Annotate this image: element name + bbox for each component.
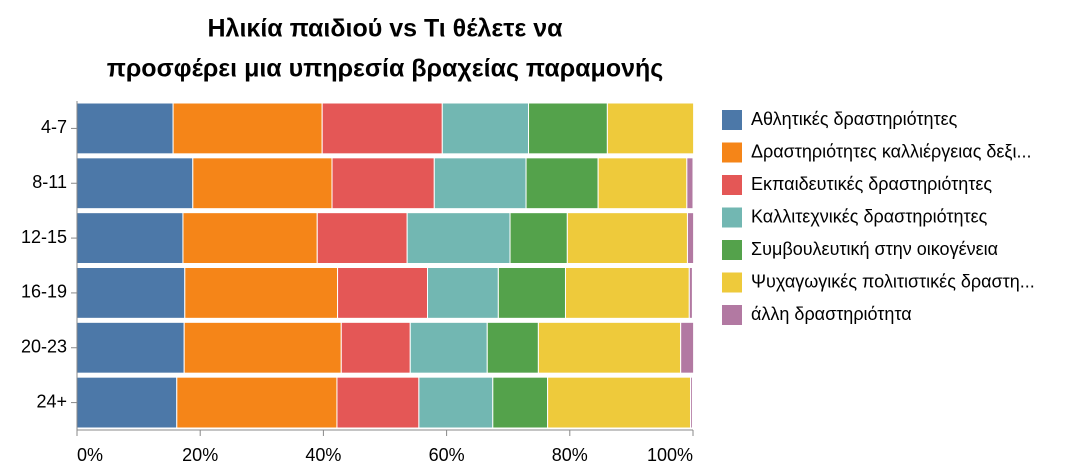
bar-segment xyxy=(418,376,494,429)
bar-segment xyxy=(427,267,499,319)
bar-segment xyxy=(409,321,488,374)
bar-segment xyxy=(486,321,539,374)
bar-segment xyxy=(76,321,185,374)
bar-segment xyxy=(686,212,695,265)
chart-title: Ηλικία παιδιού vs Τι θέλετε να xyxy=(207,15,563,43)
bar-segment xyxy=(492,376,549,429)
bar-segment xyxy=(686,157,694,210)
y-tick-label: 12-15 xyxy=(21,227,67,247)
bar-segment xyxy=(597,157,688,210)
legend-label: Συμβουλευτική στην οικογένεια xyxy=(751,239,998,259)
bar-segment xyxy=(76,102,174,155)
legend-swatch xyxy=(722,142,742,163)
bar-segment xyxy=(680,321,695,374)
bar-segment xyxy=(331,157,435,210)
bar-segment xyxy=(509,212,568,265)
bar-segment xyxy=(182,212,318,265)
legend-swatch xyxy=(722,207,742,228)
bar-segment xyxy=(441,102,530,155)
y-tick-label: 8-11 xyxy=(32,172,67,192)
bar-segment xyxy=(537,321,682,374)
bar-segment xyxy=(192,157,333,210)
bar-segment xyxy=(321,102,443,155)
x-tick-label: 100% xyxy=(647,445,693,465)
y-tick-label: 16-19 xyxy=(21,282,67,302)
legend-swatch xyxy=(722,110,742,130)
bar-segment xyxy=(76,157,194,210)
x-tick-label: 40% xyxy=(305,445,341,465)
bar-segment xyxy=(76,376,178,429)
legend-swatch xyxy=(722,305,742,325)
y-tick-label: 20-23 xyxy=(21,337,67,357)
bar-segment xyxy=(564,267,690,319)
legend-label: Εκπαιδευτικές δραστηριότητες xyxy=(751,174,992,194)
x-tick-label: 0% xyxy=(77,445,103,465)
x-tick-label: 80% xyxy=(552,445,588,465)
legend-swatch xyxy=(722,240,742,260)
y-tick-label: 24+ xyxy=(36,391,67,411)
legend-label: Καλλιτεχνικές δραστηριότητες xyxy=(751,206,988,226)
bar-segment xyxy=(547,376,692,429)
legend-label: Ψυχαγωγικές πολιτιστικές δραστη... xyxy=(751,271,1035,291)
legend-swatch xyxy=(722,272,742,293)
bar-segment xyxy=(176,376,338,429)
bar-segment xyxy=(172,102,323,155)
bar-segment xyxy=(528,102,608,155)
legend-label: άλλη δραστηριότητα xyxy=(751,304,912,324)
legend-swatch xyxy=(722,175,742,195)
bar-segment xyxy=(76,267,186,319)
bar-segment xyxy=(316,212,408,265)
bar-segment xyxy=(337,267,429,319)
legend-label: Δραστηριότητες καλλιέργειας δεξι... xyxy=(751,141,1032,161)
legend-label: Αθλητικές δραστηριότητες xyxy=(751,109,958,129)
bar-segment xyxy=(406,212,511,265)
bar-segment xyxy=(606,102,695,155)
bar-segment xyxy=(433,157,527,210)
bar-segment xyxy=(184,267,339,319)
bar-segment xyxy=(690,376,693,429)
bar-segment xyxy=(566,212,688,265)
bar-segment xyxy=(183,321,342,374)
bar-segment xyxy=(525,157,599,210)
bar-segment xyxy=(340,321,411,374)
x-tick-label: 20% xyxy=(182,445,218,465)
y-tick-label: 4-7 xyxy=(41,117,67,137)
bar-segment xyxy=(497,267,566,319)
x-tick-label: 60% xyxy=(429,445,465,465)
chart-title: προσφέρει μια υπηρεσία βραχείας παραμονή… xyxy=(107,55,664,83)
bar-segment xyxy=(688,267,693,319)
bar-segment xyxy=(76,212,184,265)
bar-segment xyxy=(336,376,420,429)
